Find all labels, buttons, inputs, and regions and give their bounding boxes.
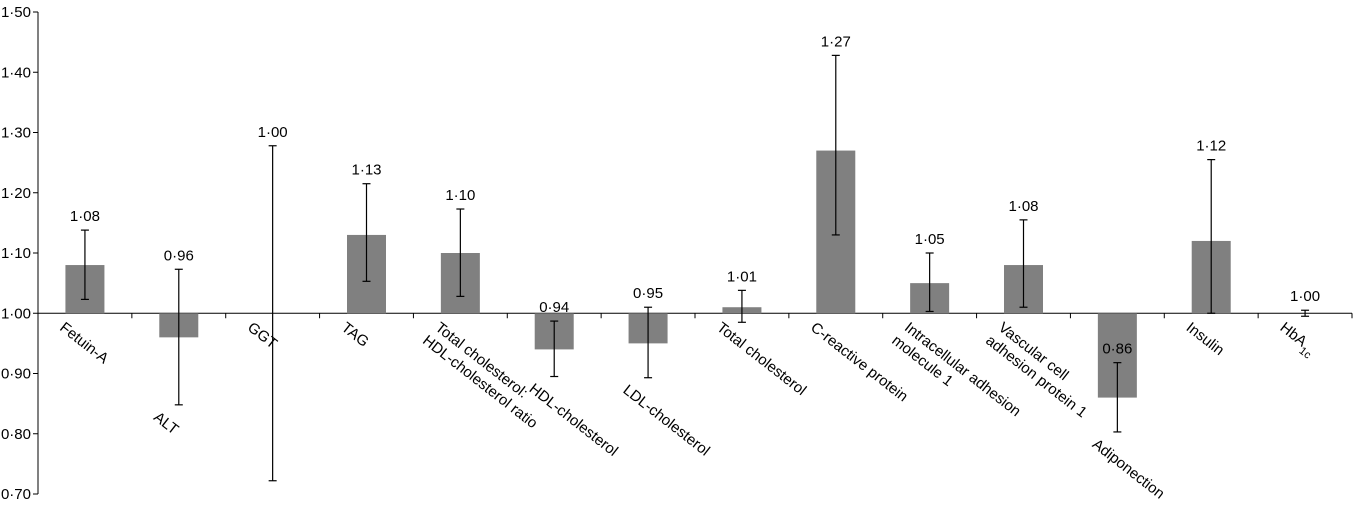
category-label: Total cholesterol:HDL-cholesterol ratio [419, 319, 540, 432]
y-tick-label: 1·00 [1, 305, 31, 322]
data-label: 1·00 [1290, 288, 1320, 305]
data-label: 0·94 [539, 299, 569, 316]
category-label-line: Fetuin-A [56, 319, 111, 367]
category-label-line: HDL-cholesterol [526, 380, 621, 460]
value-labels: 1·08 0·96 1·00 1·13 1·10 0·94 0·95 1·01 1·27 1·05… [70, 33, 1320, 357]
y-tick-label: 0·90 [1, 366, 31, 383]
category-label: HbA1c [1274, 319, 1320, 362]
category-label: Insulin [1183, 319, 1228, 359]
category-label: ALT [150, 409, 181, 439]
error-bars [80, 54, 1310, 482]
category-label-line: C-reactive protein [807, 319, 911, 405]
category-label: GGT [244, 319, 280, 352]
y-tick-label: 0·80 [1, 426, 31, 443]
data-label: 0·86 [1102, 341, 1132, 358]
data-label: 1·27 [821, 33, 851, 50]
category-label-line: LDL-cholesterol [620, 381, 713, 459]
y-tick-label: 1·10 [1, 245, 31, 262]
category-label: HDL-cholesterol [526, 380, 621, 460]
y-tick-label: 1·50 [1, 4, 31, 21]
data-label: 1·01 [727, 268, 757, 285]
category-label-line: GGT [244, 319, 280, 352]
y-tick-label: 0·70 [1, 486, 31, 503]
data-label: 1·13 [351, 162, 381, 179]
data-label: 1·12 [1196, 138, 1226, 155]
data-label: 0·95 [633, 285, 663, 302]
category-label-line: ALT [150, 409, 181, 439]
category-label: Adiponection [1089, 436, 1168, 503]
y-axis: 0·70 0·80 0·90 1·00 1·10 1·20 1·30 1·40 1·50 [1, 4, 39, 503]
category-label-line: TAG [338, 319, 372, 351]
category-label: LDL-cholesterol [620, 381, 713, 459]
category-label: TAG [338, 319, 372, 351]
data-label: 1·00 [258, 124, 288, 141]
x-axis [37, 312, 1353, 319]
y-tick-label: 1·40 [1, 64, 31, 81]
data-label: 1·05 [915, 231, 945, 248]
y-tick-label: 1·20 [1, 185, 31, 202]
category-label: Fetuin-A [56, 319, 111, 367]
y-tick-label: 1·30 [1, 125, 31, 142]
category-label-line: Insulin [1183, 319, 1228, 359]
data-label: 1·10 [445, 187, 475, 204]
data-label: 0·96 [164, 247, 194, 264]
data-label: 1·08 [1008, 198, 1038, 215]
data-label: 1·08 [70, 208, 100, 225]
category-label-line: Adiponection [1089, 436, 1168, 503]
category-label-line: HbA1c [1274, 319, 1320, 362]
category-label-line: Total cholesterol [713, 319, 809, 399]
category-label: Total cholesterol [713, 319, 809, 399]
category-label: C-reactive protein [807, 319, 911, 405]
